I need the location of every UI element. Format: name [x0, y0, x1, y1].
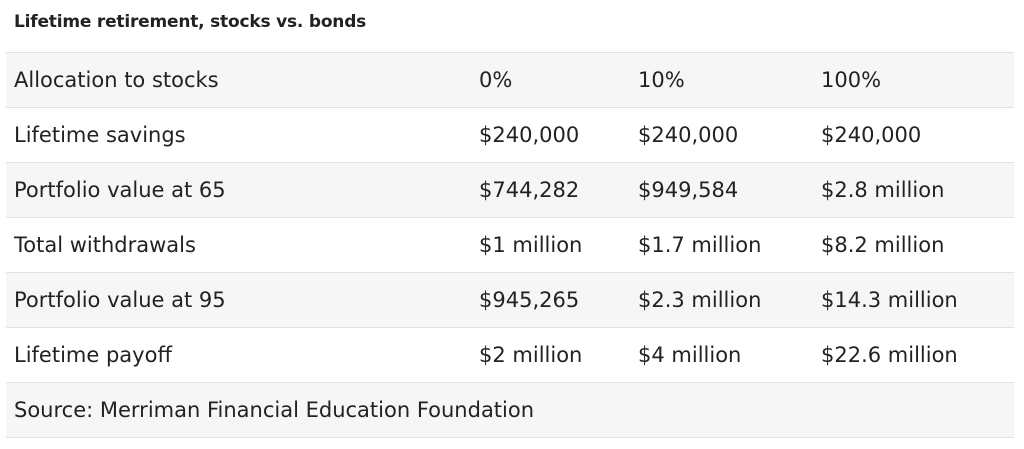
cell-col2: $1.7 million [638, 233, 762, 257]
cell-col2: $949,584 [638, 178, 739, 202]
cell-col1: 0% [479, 68, 513, 92]
row-label: Portfolio value at 95 [14, 288, 226, 312]
data-table: Allocation to stocks 0% 10% 100% Lifetim… [6, 52, 1014, 438]
cell-col3: $2.8 million [821, 178, 945, 202]
table-row: Portfolio value at 65 $744,282 $949,584 … [6, 163, 1014, 218]
source-note: Source: Merriman Financial Education Fou… [14, 398, 535, 422]
row-label: Allocation to stocks [14, 68, 219, 92]
table-caption: Lifetime retirement, stocks vs. bonds [14, 12, 367, 32]
table-row: Total withdrawals $1 million $1.7 millio… [6, 218, 1014, 273]
cell-col1: $240,000 [479, 123, 580, 147]
cell-col3: $8.2 million [821, 233, 945, 257]
cell-col1: $945,265 [479, 288, 580, 312]
table-row: Portfolio value at 95 $945,265 $2.3 mill… [6, 273, 1014, 328]
cell-col3: $240,000 [821, 123, 922, 147]
row-label: Total withdrawals [14, 233, 196, 257]
cell-col2: $4 million [638, 343, 742, 367]
table-row: Lifetime payoff $2 million $4 million $2… [6, 328, 1014, 383]
table-header-row: Allocation to stocks 0% 10% 100% [6, 53, 1014, 108]
cell-col3: 100% [821, 68, 882, 92]
table-source-row: Source: Merriman Financial Education Fou… [6, 383, 1014, 438]
row-label: Lifetime savings [14, 123, 186, 147]
cell-col2: 10% [638, 68, 685, 92]
table-row: Lifetime savings $240,000 $240,000 $240,… [6, 108, 1014, 163]
cell-col3: $22.6 million [821, 343, 958, 367]
cell-col2: $2.3 million [638, 288, 762, 312]
cell-col3: $14.3 million [821, 288, 958, 312]
cell-col1: $2 million [479, 343, 583, 367]
cell-col1: $744,282 [479, 178, 580, 202]
cell-col2: $240,000 [638, 123, 739, 147]
row-label: Lifetime payoff [14, 343, 172, 367]
cell-col1: $1 million [479, 233, 583, 257]
row-label: Portfolio value at 65 [14, 178, 226, 202]
